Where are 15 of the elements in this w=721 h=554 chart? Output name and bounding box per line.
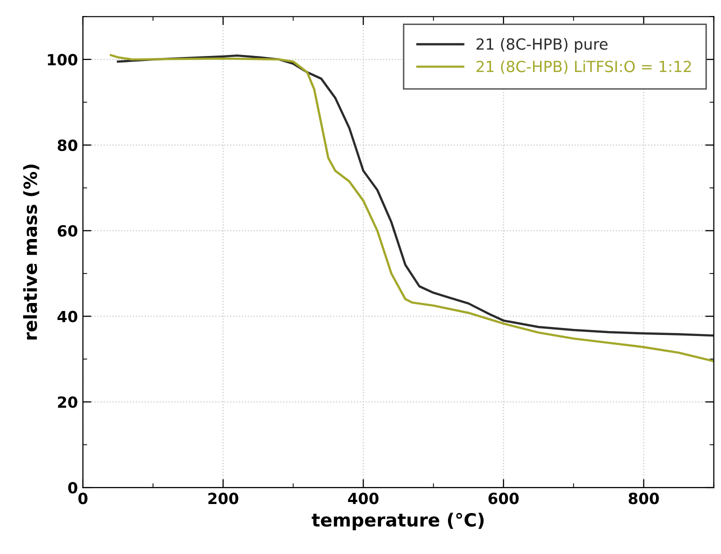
y-tick-label: 60 [58, 225, 78, 237]
y-tick-label: 100 [48, 54, 78, 66]
legend-label: 21 (8C-HPB) pure [476, 38, 608, 53]
x-axis-title: temperature (°C) [312, 512, 484, 530]
x-tick-label: 600 [488, 492, 519, 504]
x-tick-label: 800 [628, 492, 659, 504]
y-tick-label: 40 [57, 310, 78, 322]
y-tick-label: 80 [58, 140, 78, 152]
x-tick-label: 400 [348, 492, 379, 504]
y-tick-label: 0 [68, 482, 78, 494]
y-axis-title: relative mass (%) [23, 164, 40, 340]
legend-label: 21 (8C-HPB) LiTFSI:O = 1:12 [476, 60, 691, 74]
y-tick-label: 20 [58, 396, 78, 408]
x-tick-label: 200 [208, 492, 238, 504]
x-tick-label: 0 [78, 492, 88, 504]
